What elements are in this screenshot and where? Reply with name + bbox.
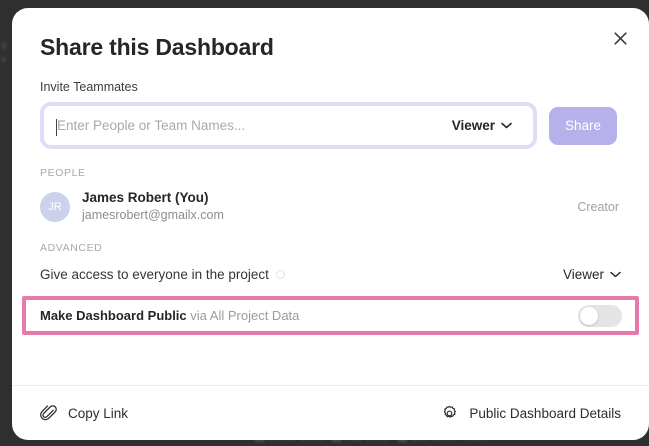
modal-footer: Copy Link Public Dashboard Details [12,386,649,440]
project-access-role-dropdown[interactable]: Viewer [563,267,621,282]
gear-icon [444,405,457,418]
invite-people-input[interactable] [57,118,397,133]
public-label-source: via All Project Data [190,308,300,323]
project-access-role-value: Viewer [562,267,604,282]
share-button[interactable]: Share [549,106,617,145]
invite-input-wrapper[interactable]: Viewer [40,102,537,149]
make-dashboard-public-label: Make Dashboard Public via All Project Da… [40,308,299,323]
invite-role-dropdown[interactable]: Viewer [452,118,518,133]
invite-input-inner: Viewer [44,106,522,145]
text-caret [56,119,57,136]
advanced-section-label: ADVANCED [40,242,103,254]
paperclip-icon [40,404,57,420]
person-role: Creator [577,199,619,214]
avatar: JR [40,191,70,222]
make-dashboard-public-toggle[interactable] [578,304,622,327]
project-access-label: Give access to everyone in the project [40,267,269,282]
copy-link-label: Copy Link [68,405,129,421]
public-dashboard-details-button[interactable]: Public Dashboard Details [441,405,621,422]
public-dashboard-details-label: Public Dashboard Details [469,405,621,421]
person-info: James Robert (You) jamesrobert@gmailx.co… [82,189,577,224]
invite-teammates-label: Invite Teammates [40,80,138,94]
share-dashboard-modal: Share this Dashboard Invite Teammates Vi… [12,8,649,440]
invite-role-value: Viewer [451,118,495,133]
info-icon[interactable] [275,270,285,279]
project-access-row: Give access to everyone in the project V… [40,267,621,282]
project-access-label-group: Give access to everyone in the project [40,267,285,282]
modal-body: Invite Teammates Viewer Share PEOPLE [12,80,649,335]
person-email: jamesrobert@gmailx.com [82,208,224,222]
copy-link-button[interactable]: Copy Link [40,404,129,422]
person-name: James Robert (You) [82,190,209,205]
close-icon[interactable] [607,25,633,51]
modal-header: Share this Dashboard [12,8,649,61]
make-dashboard-public-row: Make Dashboard Public via All Project Da… [22,296,639,335]
people-section-label: PEOPLE [40,167,86,179]
public-label-bold: Make Dashboard Public [40,308,187,323]
toggle-knob [580,306,598,325]
chevron-down-icon [501,122,512,129]
chevron-down-icon [610,271,621,278]
table-row: JR James Robert (You) jamesrobert@gmailx… [40,189,621,224]
invite-row: Viewer Share [40,102,621,149]
page-title: Share this Dashboard [40,34,274,60]
footer-divider [12,385,649,386]
